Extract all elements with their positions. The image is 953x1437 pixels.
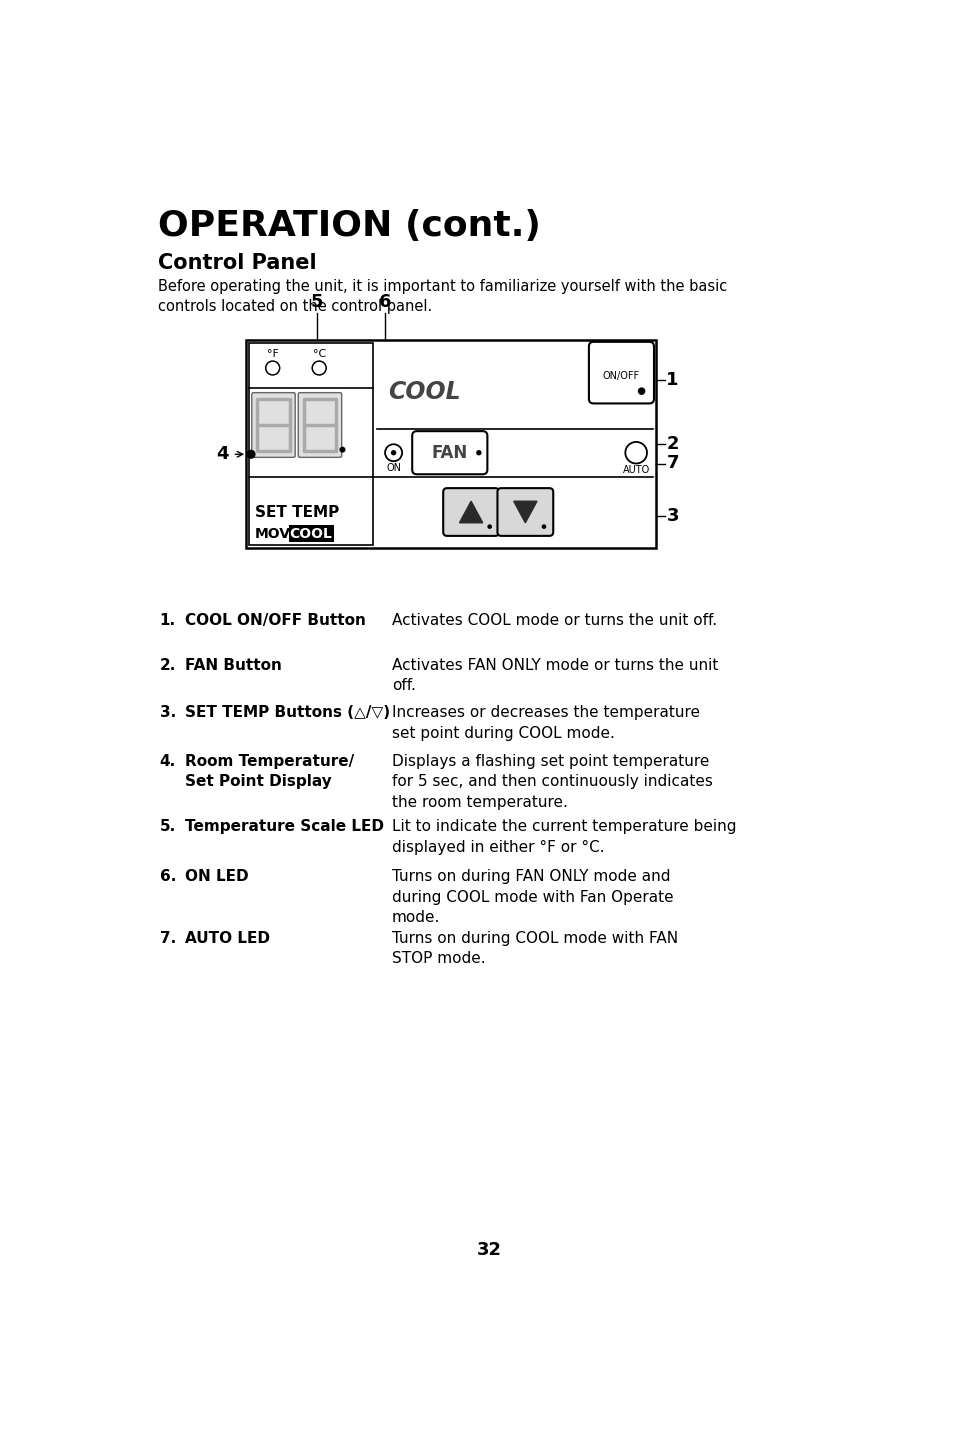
Text: 3.: 3. [159, 706, 175, 720]
Text: Turns on during FAN ONLY mode and
during COOL mode with Fan Operate
mode.: Turns on during FAN ONLY mode and during… [392, 869, 673, 925]
Text: 4.: 4. [159, 754, 175, 769]
FancyBboxPatch shape [252, 392, 294, 457]
Text: Temperature Scale LED: Temperature Scale LED [185, 819, 384, 835]
FancyBboxPatch shape [412, 431, 487, 474]
Text: 2.: 2. [159, 658, 175, 673]
Text: Displays a flashing set point temperature
for 5 sec, and then continuously indic: Displays a flashing set point temperatur… [392, 754, 712, 809]
Text: MOVIN: MOVIN [254, 526, 307, 540]
Text: ON/OFF: ON/OFF [602, 371, 639, 381]
Text: COOL: COOL [388, 379, 460, 404]
Circle shape [476, 450, 481, 456]
Text: °F: °F [267, 349, 278, 359]
Text: 4: 4 [215, 445, 229, 463]
Text: Control Panel: Control Panel [158, 253, 316, 273]
Text: Activates FAN ONLY mode or turns the unit
off.: Activates FAN ONLY mode or turns the uni… [392, 658, 718, 693]
Text: 7.: 7. [159, 931, 175, 946]
Text: .: . [319, 526, 324, 540]
Text: Turns on during COOL mode with FAN
STOP mode.: Turns on during COOL mode with FAN STOP … [392, 931, 678, 966]
Text: Before operating the unit, it is important to familiarize yourself with the basi: Before operating the unit, it is importa… [158, 279, 726, 315]
Circle shape [391, 450, 395, 456]
Text: 6.: 6. [159, 869, 175, 884]
Text: Activates COOL mode or turns the unit off.: Activates COOL mode or turns the unit of… [392, 612, 717, 628]
Text: AUTO: AUTO [622, 466, 649, 476]
Text: SET TEMP Buttons (△/▽): SET TEMP Buttons (△/▽) [185, 706, 390, 720]
Text: 3: 3 [666, 507, 679, 525]
Text: OPERATION (cont.): OPERATION (cont.) [158, 210, 540, 243]
Text: FAN Button: FAN Button [185, 658, 282, 673]
Text: 32: 32 [476, 1242, 501, 1259]
Text: COOL: COOL [290, 526, 333, 540]
Text: Increases or decreases the temperature
set point during COOL mode.: Increases or decreases the temperature s… [392, 706, 700, 740]
Text: 2: 2 [666, 435, 679, 453]
Text: Room Temperature/
Set Point Display: Room Temperature/ Set Point Display [185, 754, 354, 789]
Bar [249, 343, 373, 545]
Text: 6: 6 [378, 293, 391, 310]
Text: COOL ON/OFF Button: COOL ON/OFF Button [185, 612, 366, 628]
Circle shape [340, 447, 344, 453]
Text: 1.: 1. [159, 612, 175, 628]
Text: °C: °C [313, 349, 326, 359]
Polygon shape [459, 502, 482, 523]
Text: 1: 1 [666, 371, 679, 389]
Circle shape [247, 450, 254, 458]
Circle shape [541, 525, 546, 529]
Text: ON LED: ON LED [185, 869, 249, 884]
FancyBboxPatch shape [443, 489, 498, 536]
Text: 5.: 5. [159, 819, 175, 835]
Circle shape [487, 525, 492, 529]
FancyBboxPatch shape [588, 342, 654, 404]
FancyBboxPatch shape [298, 392, 341, 457]
Text: SET TEMP: SET TEMP [254, 504, 338, 520]
Polygon shape [513, 502, 537, 523]
FancyBboxPatch shape [497, 489, 553, 536]
Text: 5: 5 [311, 293, 323, 310]
Text: ON: ON [386, 463, 400, 473]
Text: FAN: FAN [431, 444, 467, 461]
Text: Lit to indicate the current temperature being
displayed in either °F or °C.: Lit to indicate the current temperature … [392, 819, 736, 855]
Circle shape [638, 388, 644, 394]
Text: AUTO LED: AUTO LED [185, 931, 270, 946]
Bar [245, 341, 656, 547]
Text: 7: 7 [666, 454, 679, 473]
